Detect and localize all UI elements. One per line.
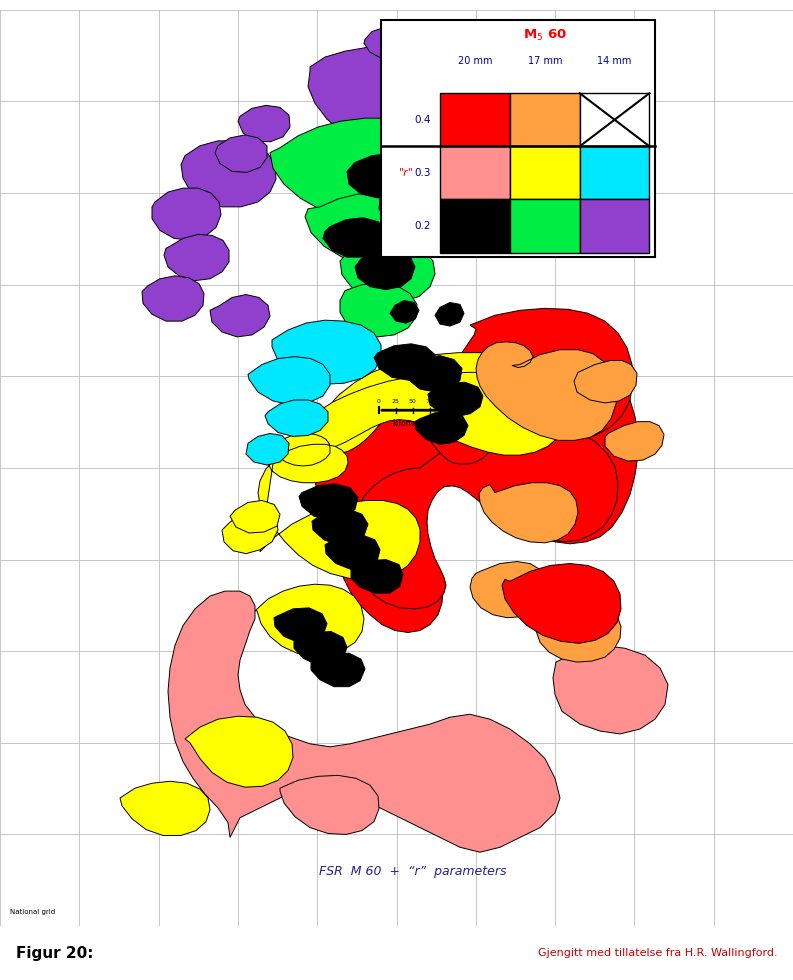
Text: 50: 50 — [409, 399, 416, 405]
Polygon shape — [355, 250, 415, 290]
Polygon shape — [280, 775, 379, 834]
Polygon shape — [314, 363, 638, 632]
Polygon shape — [435, 303, 464, 326]
Polygon shape — [274, 608, 327, 642]
Polygon shape — [248, 357, 330, 405]
Text: 20 mm: 20 mm — [458, 56, 492, 66]
Polygon shape — [168, 591, 560, 853]
Bar — [510, 200, 580, 253]
Text: Figur 20:: Figur 20: — [16, 946, 94, 960]
Polygon shape — [428, 382, 483, 416]
Polygon shape — [152, 188, 221, 240]
Text: 0.2: 0.2 — [414, 221, 431, 231]
Bar — [440, 146, 510, 200]
Polygon shape — [364, 27, 406, 58]
Polygon shape — [120, 781, 210, 836]
Polygon shape — [311, 654, 365, 687]
Polygon shape — [421, 309, 633, 464]
Polygon shape — [272, 320, 381, 384]
Text: 0.4: 0.4 — [414, 115, 431, 124]
Text: 0.3: 0.3 — [414, 168, 431, 178]
Polygon shape — [390, 301, 419, 323]
Polygon shape — [502, 564, 621, 643]
Polygon shape — [164, 234, 229, 280]
Text: 25: 25 — [392, 399, 400, 405]
Polygon shape — [308, 45, 500, 154]
Text: 75: 75 — [426, 399, 434, 405]
Polygon shape — [536, 601, 621, 662]
Polygon shape — [230, 501, 280, 533]
Bar — [381, 20, 655, 257]
Polygon shape — [222, 509, 278, 554]
Polygon shape — [142, 275, 204, 321]
Polygon shape — [476, 342, 617, 440]
Bar — [440, 93, 510, 146]
Polygon shape — [297, 372, 566, 455]
Polygon shape — [470, 562, 547, 617]
Polygon shape — [325, 535, 380, 569]
Polygon shape — [352, 428, 618, 609]
Text: 0: 0 — [377, 399, 381, 405]
Text: 14 mm: 14 mm — [597, 56, 632, 66]
Text: M$_5$ 60: M$_5$ 60 — [523, 27, 567, 43]
Text: "r": "r" — [400, 168, 414, 178]
Polygon shape — [553, 645, 668, 734]
Polygon shape — [479, 483, 578, 543]
Bar — [510, 93, 580, 146]
Bar — [510, 146, 580, 200]
Polygon shape — [374, 344, 435, 380]
Polygon shape — [347, 154, 417, 198]
Bar — [440, 200, 510, 253]
Text: 100: 100 — [441, 399, 452, 405]
Polygon shape — [185, 716, 293, 787]
Polygon shape — [294, 631, 347, 665]
Polygon shape — [238, 106, 290, 142]
Polygon shape — [246, 433, 289, 465]
Polygon shape — [605, 421, 664, 461]
Polygon shape — [265, 400, 328, 436]
Polygon shape — [181, 141, 276, 207]
Text: 17 mm: 17 mm — [527, 56, 562, 66]
Polygon shape — [215, 135, 267, 172]
Text: FSR  M 60  +  “r”  parameters: FSR M 60 + “r” parameters — [319, 864, 506, 878]
Text: kilometres: kilometres — [393, 419, 433, 428]
Polygon shape — [305, 193, 432, 264]
Polygon shape — [312, 510, 368, 545]
Polygon shape — [323, 218, 387, 257]
Polygon shape — [255, 584, 364, 657]
Polygon shape — [258, 433, 420, 580]
Text: National grid: National grid — [10, 909, 55, 915]
Polygon shape — [379, 186, 440, 226]
Polygon shape — [340, 282, 417, 337]
Polygon shape — [210, 295, 270, 337]
Bar — [580, 200, 649, 253]
Polygon shape — [340, 241, 435, 303]
Text: Gjengitt med tillatelse fra H.R. Wallingford.: Gjengitt med tillatelse fra H.R. Walling… — [538, 948, 777, 958]
Polygon shape — [505, 581, 545, 615]
Polygon shape — [270, 119, 468, 221]
Polygon shape — [351, 560, 403, 593]
Bar — [580, 93, 649, 146]
Polygon shape — [415, 412, 468, 444]
Polygon shape — [405, 356, 462, 392]
Polygon shape — [299, 484, 358, 520]
Polygon shape — [322, 353, 568, 453]
Bar — [580, 146, 649, 200]
Polygon shape — [574, 361, 637, 403]
